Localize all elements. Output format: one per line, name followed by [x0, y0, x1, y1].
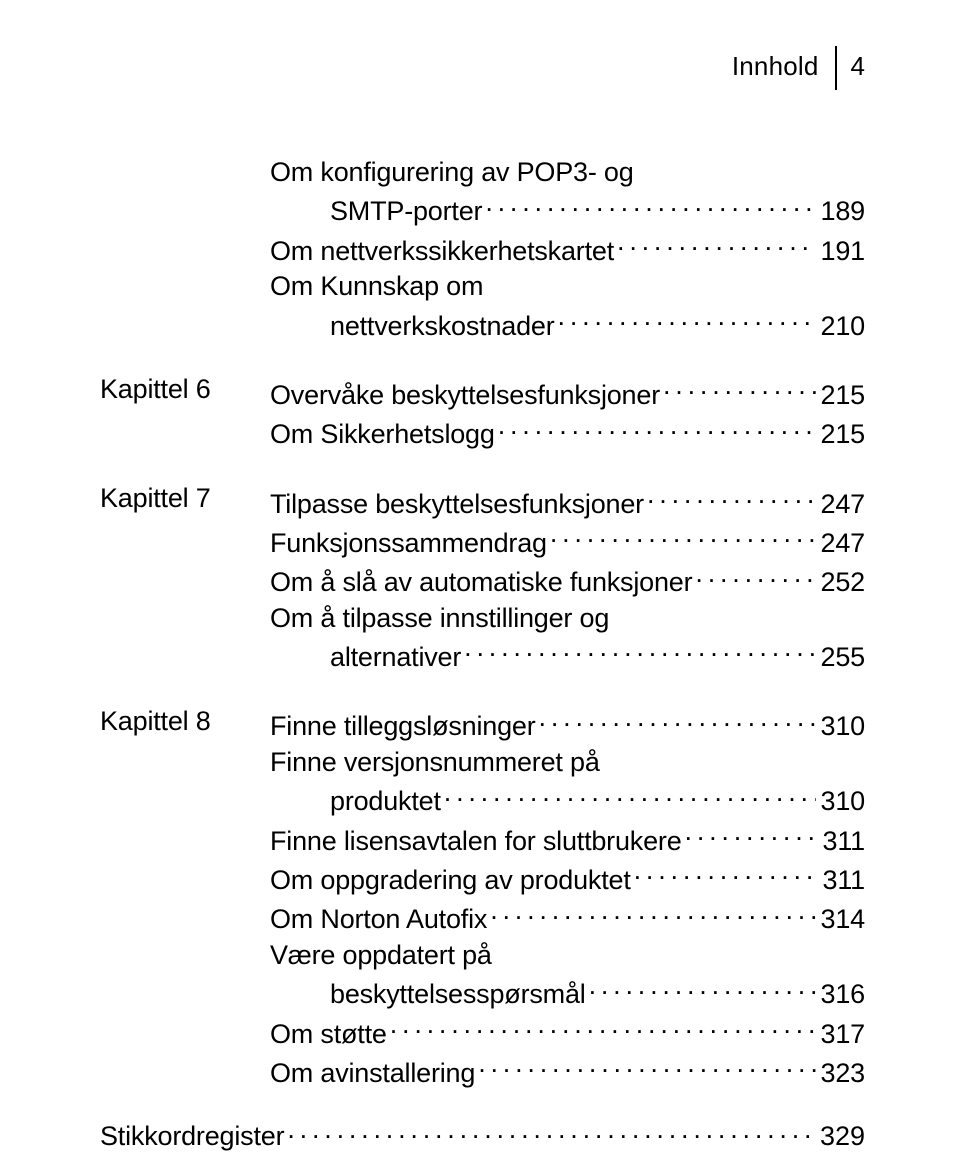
- leader-dots: [485, 191, 815, 221]
- index-page: 329: [820, 1121, 865, 1152]
- toc-entry-page: 310: [821, 784, 865, 820]
- toc-entry-page: 215: [821, 378, 865, 414]
- header-page-number: 4: [851, 51, 865, 82]
- toc-entry-text: Finne tilleggsløsninger: [270, 709, 536, 745]
- toc-entry-page: 247: [821, 526, 865, 562]
- toc-entry-text: SMTP-porter: [270, 194, 482, 230]
- toc-entry-text: alternativer: [270, 640, 461, 676]
- toc-entry-line: Om Sikkerhetslogg 215: [270, 414, 865, 453]
- toc-entry-text: Finne lisensavtalen for sluttbrukere: [270, 824, 682, 860]
- toc-entries: Tilpasse beskyttelsesfunksjoner247Funksj…: [270, 483, 865, 676]
- toc-entry-line: Om nettverkssikkerhetskartet 191: [270, 230, 865, 269]
- toc-entry-text: Om oppgradering av produktet: [270, 863, 631, 899]
- leader-dots: [663, 374, 816, 404]
- toc-entry-text: Overvåke beskyttelsesfunksjoner: [270, 378, 660, 414]
- leader-dots: [490, 899, 815, 929]
- toc-entry-line: Om Norton Autofix 314: [270, 899, 865, 938]
- toc-entry-line: Finne lisensavtalen for sluttbrukere 311: [270, 820, 865, 859]
- toc-block: Kapittel 8Finne tilleggsløsninger310Finn…: [100, 706, 865, 1092]
- toc-entry-page: 189: [821, 194, 865, 230]
- toc-entry-text: Om Norton Autofix: [270, 902, 487, 938]
- toc-entry-line: Om Kunnskap om: [270, 269, 865, 305]
- toc-entry-text: beskyttelsesspørsmål: [270, 977, 586, 1013]
- leader-dots: [287, 1128, 815, 1146]
- toc-entry-line: Om konfigurering av POP3- og: [270, 155, 865, 191]
- toc-page: Innhold 4 Om konfigurering av POP3- ogSM…: [0, 0, 960, 1138]
- leader-dots: [539, 706, 816, 736]
- toc-entry-page: 215: [821, 417, 865, 453]
- toc-entry-page: 310: [821, 709, 865, 745]
- toc-entries: Finne tilleggsløsninger 310 Finne versjons…: [270, 706, 865, 1092]
- toc-entry-text: Være oppdatert på: [270, 938, 492, 974]
- header-divider: [835, 46, 837, 90]
- toc-entry-line: SMTP-porter 189: [270, 191, 865, 230]
- toc-entries: Overvåke beskyttelsesfunksjoner215Om Sik…: [270, 374, 865, 453]
- toc-entry-text: Om å tilpasse innstillinger og: [270, 601, 609, 637]
- leader-dots: [647, 483, 816, 513]
- leader-dots: [478, 1052, 815, 1082]
- toc-entry-text: Om å slå av automatiske funksjoner: [270, 565, 692, 601]
- toc-entry-page: 210: [821, 309, 865, 345]
- leader-dots: [558, 305, 816, 335]
- toc-entry-line: Om oppgradering av produktet 311: [270, 859, 865, 898]
- toc-entry-text: Finne versjonsnummeret på: [270, 745, 600, 781]
- toc-entry-page: 314: [821, 902, 865, 938]
- toc-entry-line: Om å slå av automatiske funksjoner 252: [270, 561, 865, 600]
- toc-entry-text: nettverkskostnader: [270, 309, 555, 345]
- chapter-label: Kapittel 6: [100, 374, 270, 405]
- toc-entry-page: 191: [821, 234, 865, 270]
- index-label: Stikkordregister: [100, 1121, 284, 1152]
- chapter-label: Kapittel 8: [100, 706, 270, 737]
- toc-entry-line: Overvåke beskyttelsesfunksjoner 215: [270, 374, 865, 413]
- toc-entry-page: 247: [821, 487, 865, 523]
- toc-block: Kapittel 6Overvåke beskyttelsesfunksjone…: [100, 374, 865, 453]
- index-row: Stikkordregister 329: [100, 1121, 865, 1152]
- toc-entry-line: Om støtte 317: [270, 1013, 865, 1052]
- leader-dots: [464, 636, 815, 666]
- toc-entry-line: Tilpasse beskyttelsesfunksjoner 247: [270, 483, 865, 522]
- toc-entry-text: Tilpasse beskyttelsesfunksjoner: [270, 487, 644, 523]
- leader-dots: [498, 414, 816, 444]
- chapter-label: Kapittel 7: [100, 483, 270, 514]
- toc-entry-line: alternativer 255: [270, 636, 865, 675]
- toc-entry-page: 311: [823, 863, 865, 899]
- toc-entry-page: 316: [821, 977, 865, 1013]
- toc-entry-line: Om å tilpasse innstillinger og: [270, 601, 865, 637]
- toc-entry-line: Finne tilleggsløsninger 310: [270, 706, 865, 745]
- toc-entries: Om konfigurering av POP3- ogSMTP-porter 1…: [270, 155, 865, 344]
- page-header: Innhold 4: [732, 44, 865, 88]
- toc-entry-page: 252: [821, 565, 865, 601]
- toc-entry-line: Om avinstallering 323: [270, 1052, 865, 1091]
- leader-dots: [550, 522, 816, 552]
- toc-entry-text: Funksjonssammendrag: [270, 526, 547, 562]
- toc-entry-text: Om Sikkerhetslogg: [270, 417, 495, 453]
- toc-entry-text: Om avinstallering: [270, 1056, 475, 1092]
- leader-dots: [390, 1013, 816, 1043]
- toc-block: Om konfigurering av POP3- ogSMTP-porter 1…: [100, 155, 865, 344]
- leader-dots: [617, 230, 816, 260]
- leader-dots: [634, 859, 818, 889]
- header-title: Innhold: [732, 51, 819, 82]
- leader-dots: [695, 561, 815, 591]
- toc-entry-line: Være oppdatert på: [270, 938, 865, 974]
- toc-entry-line: Funksjonssammendrag 247: [270, 522, 865, 561]
- toc-content: Om konfigurering av POP3- ogSMTP-porter 1…: [100, 155, 865, 1152]
- toc-block: Kapittel 7Tilpasse beskyttelsesfunksjone…: [100, 483, 865, 676]
- leader-dots: [589, 974, 816, 1004]
- toc-entry-text: Om nettverkssikkerhetskartet: [270, 234, 614, 270]
- toc-entry-line: beskyttelsesspørsmål 316: [270, 974, 865, 1013]
- toc-entry-page: 311: [823, 824, 865, 860]
- toc-entry-text: Om Kunnskap om: [270, 269, 483, 305]
- toc-entry-text: produktet: [270, 784, 441, 820]
- toc-entry-page: 317: [821, 1017, 865, 1053]
- leader-dots: [685, 820, 818, 850]
- toc-entry-text: Om støtte: [270, 1017, 387, 1053]
- toc-entry-page: 255: [821, 640, 865, 676]
- toc-entry-page: 323: [821, 1056, 865, 1092]
- toc-entry-text: Om konfigurering av POP3- og: [270, 155, 634, 191]
- toc-entry-line: produktet 310: [270, 781, 865, 820]
- toc-entry-line: Finne versjonsnummeret på: [270, 745, 865, 781]
- toc-entry-line: nettverkskostnader 210: [270, 305, 865, 344]
- leader-dots: [444, 781, 816, 811]
